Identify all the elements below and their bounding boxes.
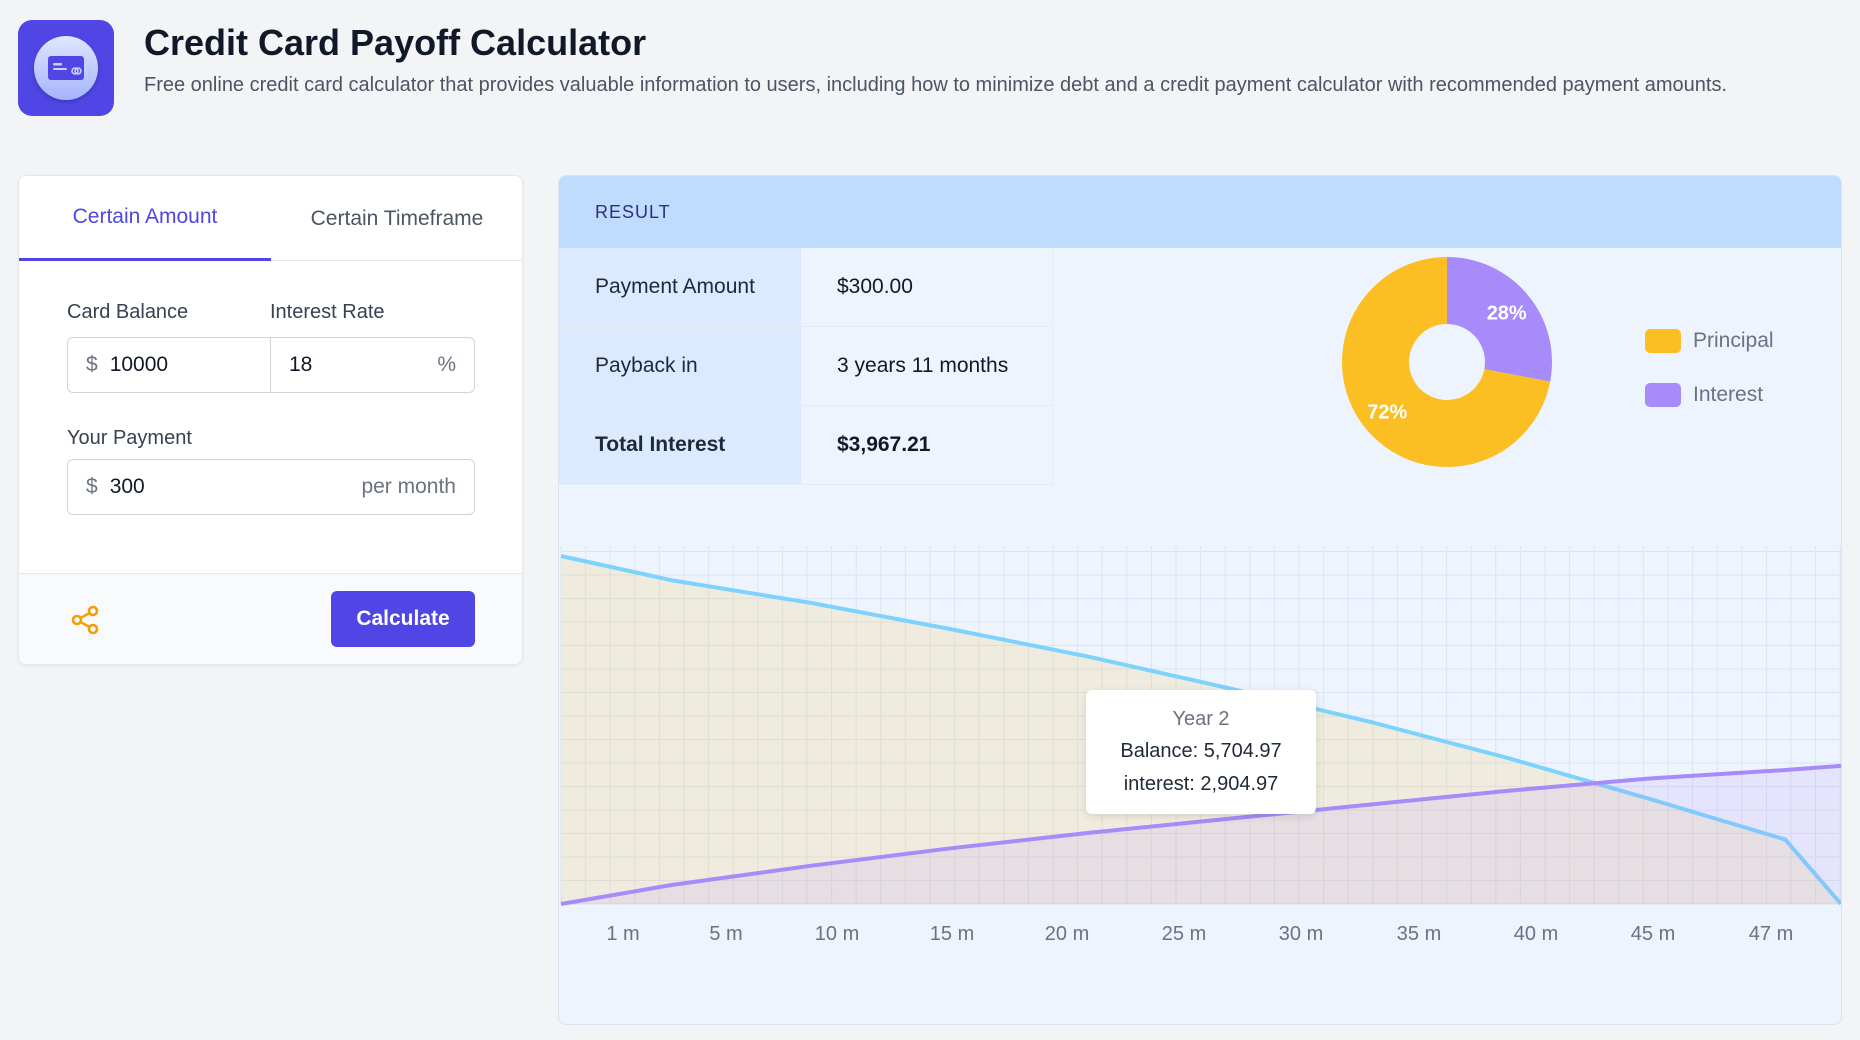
table-row: Payment Amount $300.00 — [559, 248, 1053, 327]
x-tick-label: 1 m — [606, 923, 639, 945]
chart-grid — [560, 546, 1841, 905]
tooltip-interest: interest: 2,904.97 — [1123, 773, 1279, 795]
series-line-balance[interactable] — [560, 554, 1841, 906]
x-tick-label: 10 m — [815, 923, 859, 945]
page-subtitle: Free online credit card calculator that … — [144, 74, 1728, 96]
card-balance-field[interactable]: $ 10000 — [67, 337, 271, 393]
x-tick-label: 40 m — [1514, 923, 1558, 945]
x-tick-label: 20 m — [1045, 923, 1089, 945]
legend-item-principal[interactable]: Principal — [1645, 326, 1774, 356]
card-balance-label: Card Balance — [67, 301, 189, 323]
legend-label-principal: Principal — [1693, 329, 1774, 352]
balance-interest-area-chart: 1 m 5 m 10 m 15 m 20 m 25 m 30 m 35 m 40 m 45 m 47… — [560, 546, 1841, 945]
interest-rate-value: 18 — [289, 353, 313, 376]
payment-amount-label: Payment Amount — [559, 248, 801, 326]
chart-tooltip: Year 2 Balance: 5,704.97 interest: 2,904… — [1086, 690, 1316, 814]
x-tick-label: 30 m — [1279, 923, 1323, 945]
x-tick-label: 5 m — [709, 923, 742, 945]
tooltip-balance: Balance: 5,704.97 — [1120, 740, 1282, 762]
calculator-form-card: Certain Amount Certain Timeframe Card Ba… — [18, 175, 523, 665]
legend-swatch-interest — [1645, 383, 1681, 407]
page-title: Credit Card Payoff Calculator — [144, 22, 647, 63]
page-header: Credit Card Payoff Calculator Free onlin… — [18, 20, 1818, 130]
payment-label: Your Payment — [67, 427, 192, 449]
x-tick-label: 45 m — [1631, 923, 1675, 945]
pie-label-interest: 28% — [1487, 303, 1527, 325]
payment-suffix: per month — [361, 475, 456, 498]
table-row: Total Interest $3,967.21 — [559, 406, 1053, 485]
payback-label: Payback in — [559, 327, 801, 405]
payment-amount-value: $300.00 — [801, 248, 1053, 326]
pie-legend: Principal Interest — [1645, 326, 1774, 434]
x-tick-label: 15 m — [930, 923, 974, 945]
table-row: Payback in 3 years 11 months — [559, 327, 1053, 406]
card-balance-prefix: $ — [86, 353, 98, 376]
legend-item-interest[interactable]: Interest — [1645, 380, 1774, 410]
share-icon[interactable] — [69, 604, 101, 641]
calculator-form: Card Balance Interest Rate $ 10000 18 % … — [67, 301, 477, 515]
calculate-button[interactable]: Calculate — [331, 591, 475, 647]
total-interest-value: $3,967.21 — [801, 406, 1053, 484]
tooltip-title: Year 2 — [1172, 708, 1230, 730]
result-card: RESULT Payment Amount $300.00 Payback in… — [558, 175, 1842, 1025]
credit-card-logo-icon — [18, 20, 114, 116]
result-table: Payment Amount $300.00 Payback in 3 year… — [559, 248, 1053, 485]
legend-label-interest: Interest — [1693, 383, 1764, 406]
interest-rate-suffix: % — [437, 353, 456, 376]
principal-interest-pie: 28% 72% — [1342, 257, 1552, 467]
interest-rate-field[interactable]: 18 % — [271, 337, 475, 393]
payment-value: 300 — [109, 475, 145, 498]
x-tick-label: 47 m — [1749, 923, 1793, 945]
series-line-interest[interactable] — [560, 763, 1841, 906]
card-balance-value: 10000 — [109, 353, 169, 376]
result-heading: RESULT — [559, 176, 1841, 248]
payback-value: 3 years 11 months — [801, 327, 1053, 405]
x-tick-label: 25 m — [1162, 923, 1206, 945]
payment-field[interactable]: $ 300 per month — [67, 459, 475, 515]
form-footer: Calculate — [19, 573, 522, 664]
interest-rate-label: Interest Rate — [270, 301, 385, 323]
pie-slice-principal[interactable] — [1342, 257, 1551, 467]
legend-swatch-principal — [1645, 329, 1681, 353]
area-fill-interest — [561, 765, 1841, 904]
pie-slice-interest[interactable] — [1447, 257, 1552, 382]
tab-certain-timeframe[interactable]: Certain Timeframe — [310, 206, 484, 230]
payment-prefix: $ — [86, 475, 98, 498]
x-tick-label: 35 m — [1397, 923, 1441, 945]
mode-tabs: Certain Amount Certain Timeframe — [19, 176, 522, 261]
tab-certain-amount[interactable]: Certain Amount — [19, 176, 271, 261]
pie-label-principal: 72% — [1367, 401, 1407, 423]
total-interest-label: Total Interest — [559, 406, 801, 484]
